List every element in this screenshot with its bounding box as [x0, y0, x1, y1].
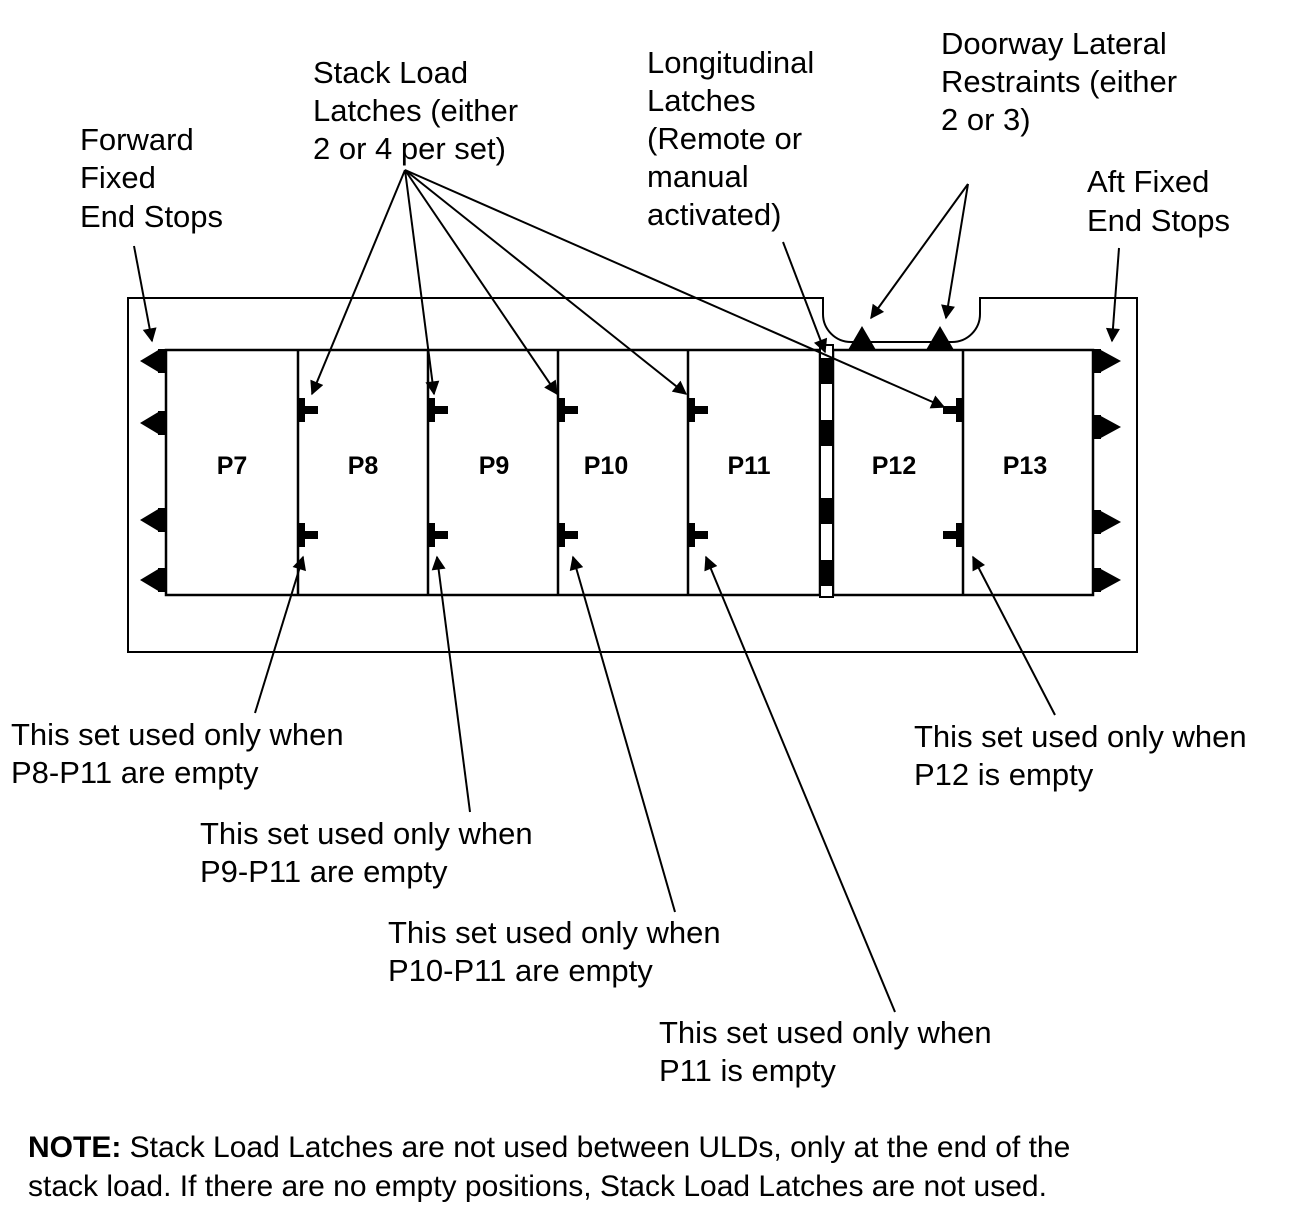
position-label-p10: P10	[584, 452, 628, 480]
doorway-lateral-restraints	[848, 326, 954, 350]
leader-stack-p12	[404, 169, 946, 409]
label-stack-load-latches: Stack Load Latches (either 2 or 4 per se…	[313, 55, 527, 166]
label-forward-end-stops: Forward Fixed End Stops	[80, 122, 223, 234]
aft-end-stops	[1093, 349, 1121, 592]
callout-p12: This set used only when P12 is empty	[914, 719, 1255, 792]
forward-end-stops	[140, 349, 166, 592]
position-label-p8: P8	[348, 452, 379, 480]
leader-callout-p8	[254, 555, 306, 714]
label-aft-end-stops: Aft Fixed End Stops	[1087, 164, 1230, 238]
stack-load-latches	[298, 398, 963, 547]
position-label-p11: P11	[727, 452, 770, 480]
longitudinal-latch-strip	[819, 344, 834, 598]
callout-p10-p11: This set used only when P10-P11 are empt…	[388, 915, 729, 988]
callout-p9-p11: This set used only when P9-P11 are empty	[200, 816, 541, 889]
leader-forward-stops	[133, 245, 157, 343]
leader-doorway-2	[941, 183, 969, 320]
note-line-1: Stack Load Latches are not used between …	[121, 1131, 1071, 1164]
leader-stack-p8	[310, 169, 406, 396]
leader-callout-p11	[704, 555, 896, 1013]
position-labels: P7 P8 P9 P10 P11 P12 P13	[217, 452, 1048, 480]
leader-callout-p12	[972, 555, 1056, 716]
callout-p8-p11: This set used only when P8-P11 are empty	[11, 717, 352, 790]
note-bold-label: NOTE:	[28, 1131, 122, 1164]
label-doorway-lateral-restraints: Doorway Lateral Restraints (either 2 or …	[941, 26, 1186, 137]
position-label-p9: P9	[479, 452, 510, 480]
leader-stack-p10	[404, 169, 558, 396]
position-label-p13: P13	[1003, 452, 1047, 480]
note-line-2: stack load. If there are no empty positi…	[28, 1170, 1047, 1203]
leader-lines	[133, 169, 1120, 1013]
leader-stack-p11	[404, 169, 688, 395]
note-text: NOTE: Stack Load Latches are not used be…	[28, 1128, 1288, 1206]
leader-stack-p9	[404, 169, 440, 396]
leader-callout-p9	[431, 555, 471, 813]
leader-longitudinal	[782, 241, 828, 354]
compartment-outline	[127, 297, 1138, 653]
position-label-p12: P12	[872, 452, 916, 480]
leader-callout-p10	[569, 555, 676, 913]
position-label-p7: P7	[217, 452, 248, 480]
leader-aft-stops	[1105, 247, 1120, 343]
leader-doorway-1	[870, 183, 969, 320]
position-boxes	[164, 348, 1095, 597]
callout-p11: This set used only when P11 is empty	[659, 1015, 1000, 1088]
label-longitudinal-latches: Longitudinal Latches (Remote or manual a…	[647, 45, 823, 232]
